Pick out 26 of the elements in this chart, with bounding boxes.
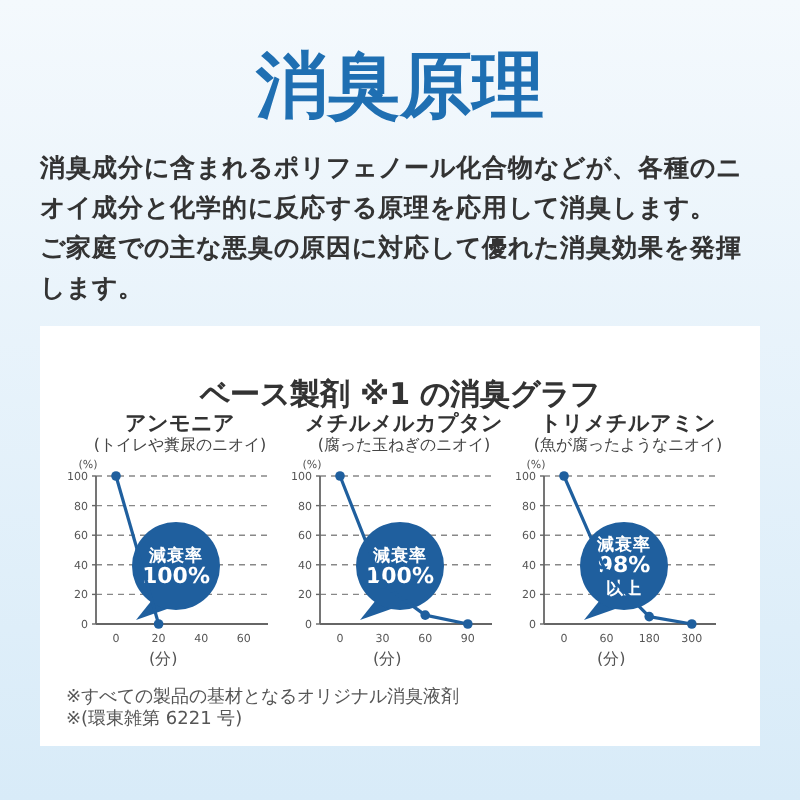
point bbox=[463, 619, 473, 629]
annotation: 100% bbox=[366, 563, 434, 589]
annotation: 減衰率 bbox=[147, 545, 203, 567]
x-axis-title: (分) bbox=[149, 650, 178, 668]
text: 消臭原理 bbox=[253, 44, 546, 132]
annotation: 減衰率 bbox=[371, 545, 427, 567]
chart-title: トリメチルアミン bbox=[540, 412, 716, 436]
chart-subtitle: (魚が腐ったようなニオイ) bbox=[533, 436, 723, 454]
point bbox=[559, 471, 569, 481]
annotation: 減衰率 bbox=[595, 534, 651, 556]
point bbox=[335, 471, 345, 481]
text: ベース製剤 ※1 の消臭グラフ bbox=[197, 376, 603, 412]
text: ※(環東雑第 6221 号) bbox=[66, 710, 245, 732]
x-axis-title: (分) bbox=[373, 650, 402, 668]
text: ※すべての製品の基材となるオリジナル消臭液剤 bbox=[66, 688, 462, 709]
chart-subtitle: (腐った玉ねぎのニオイ) bbox=[317, 436, 491, 454]
point bbox=[687, 619, 697, 629]
point bbox=[644, 611, 654, 622]
x-axis-title: (分) bbox=[597, 650, 626, 668]
text: ご家庭での主な悪臭の原因に対応して優れた消臭効果を発揮します。 bbox=[40, 230, 744, 306]
annotation: 100% bbox=[142, 563, 210, 589]
chart-title: アンモニア bbox=[125, 412, 235, 436]
text: 消臭成分に含まれるポリフェノール化合物などが、各種のニオイ成分と化学的に反応する原理を応用して消臭します。 bbox=[40, 150, 744, 226]
point bbox=[420, 610, 430, 620]
chart-title: メチルメルカプタン bbox=[305, 410, 503, 436]
chart-subtitle: (トイレや糞尿のニオイ) bbox=[93, 436, 267, 454]
